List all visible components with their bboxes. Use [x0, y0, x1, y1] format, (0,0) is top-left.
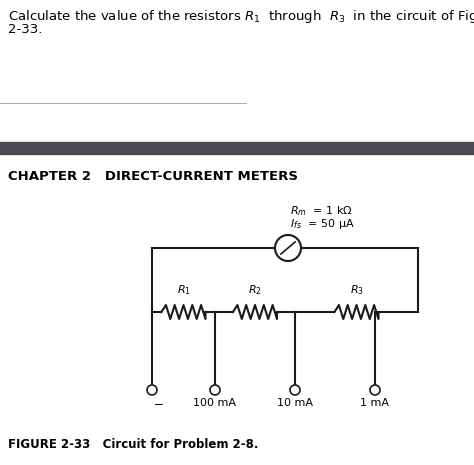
Text: CHAPTER 2   DIRECT-CURRENT METERS: CHAPTER 2 DIRECT-CURRENT METERS: [8, 170, 298, 183]
Text: $I_{fs}$  = 50 μA: $I_{fs}$ = 50 μA: [290, 217, 355, 231]
Circle shape: [147, 385, 157, 395]
Text: $R_1$: $R_1$: [176, 283, 191, 297]
Circle shape: [210, 385, 220, 395]
Text: $R_3$: $R_3$: [349, 283, 364, 297]
Text: −: −: [154, 398, 164, 411]
Text: 2-33.: 2-33.: [8, 23, 42, 36]
Text: $R_{m}$  = 1 kΩ: $R_{m}$ = 1 kΩ: [290, 204, 353, 218]
Text: $R_2$: $R_2$: [248, 283, 262, 297]
Circle shape: [290, 385, 300, 395]
Text: 1 mA: 1 mA: [361, 398, 390, 408]
Text: Calculate the value of the resistors $R_1$  through  $R_3$  in the circuit of Fi: Calculate the value of the resistors $R_…: [8, 8, 474, 25]
Text: 10 mA: 10 mA: [277, 398, 313, 408]
Text: 100 mA: 100 mA: [193, 398, 237, 408]
Bar: [0, 142, 474, 154]
Circle shape: [275, 235, 301, 261]
Text: FIGURE 2-33   Circuit for Problem 2-8.: FIGURE 2-33 Circuit for Problem 2-8.: [8, 438, 258, 451]
Circle shape: [370, 385, 380, 395]
